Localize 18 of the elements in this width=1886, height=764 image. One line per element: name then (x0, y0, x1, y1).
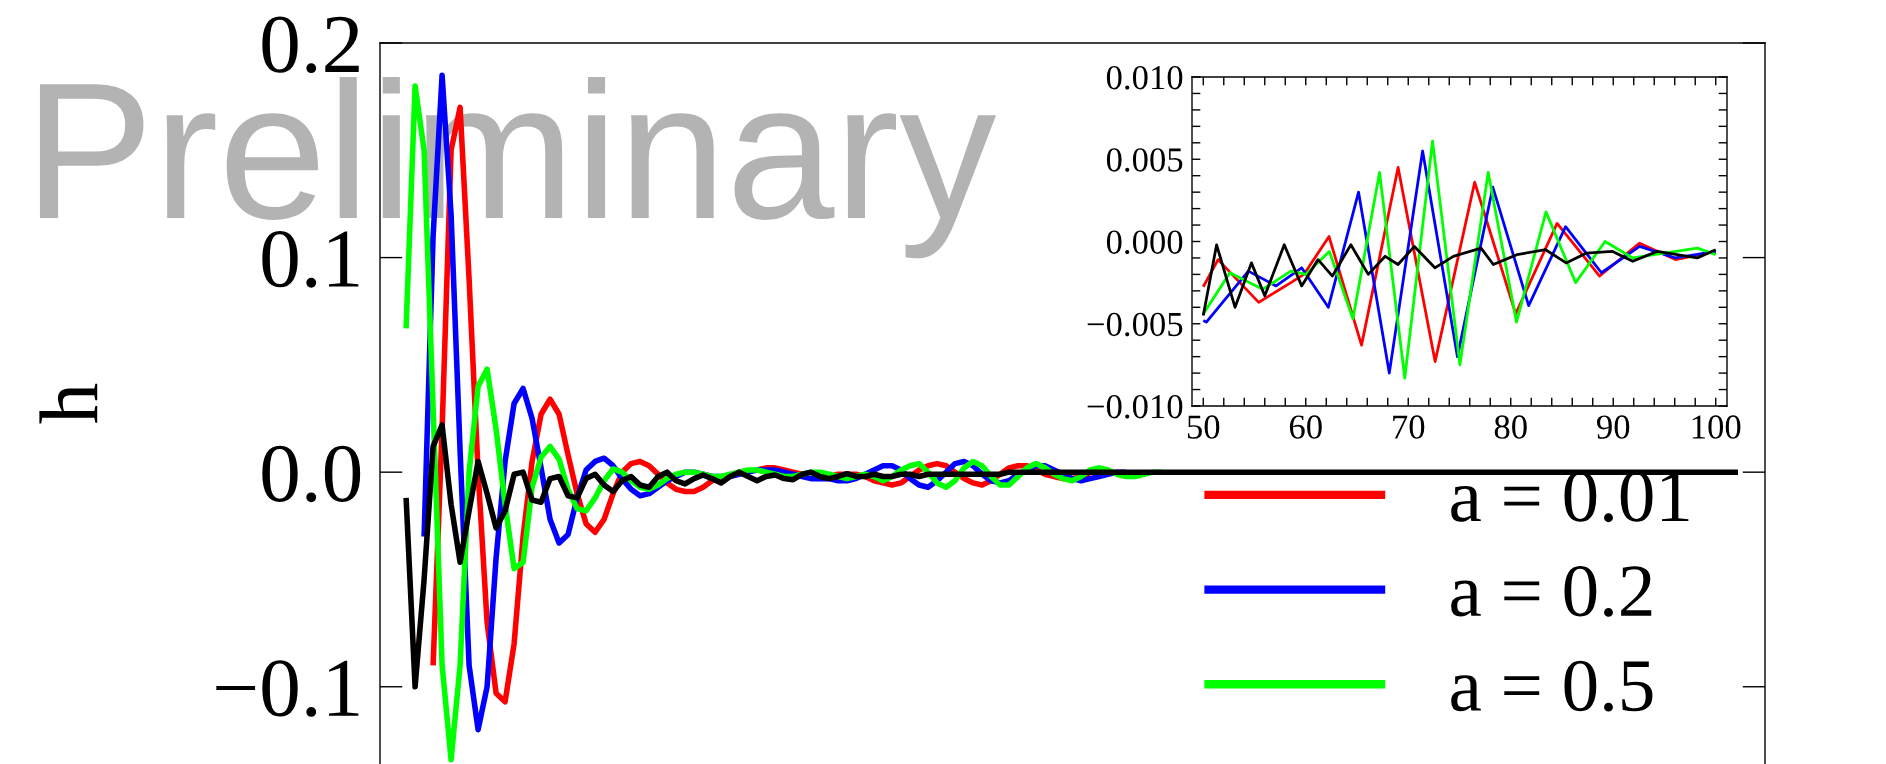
y-tick-label: 0.2 (262, 16, 359, 74)
x-tick-label: 60 (1289, 415, 1322, 439)
x-tick-label: 70 (1393, 415, 1425, 439)
x-tick-label: 50 (1187, 415, 1220, 439)
legend-label: a = 0.2 (1451, 565, 1652, 617)
y-tick-label: 0.0 (262, 445, 361, 503)
x-tick-label: 90 (1596, 415, 1630, 439)
y-tick-label: −0.005 (1087, 312, 1183, 337)
y-tick-label: −0.1 (216, 660, 359, 717)
x-tick-label: 100 (1692, 415, 1741, 439)
y-tick-label: −0.010 (1087, 394, 1183, 419)
y-tick-label: 0.010 (1106, 65, 1183, 90)
x-tick-label: 80 (1494, 415, 1527, 439)
y-tick-label: 0.000 (1106, 230, 1183, 255)
y-tick-label: 0.005 (1106, 148, 1183, 172)
y-axis-title: h (39, 383, 98, 424)
line-series (1201, 243, 1718, 317)
legend-label: a = 0.5 (1451, 660, 1653, 712)
